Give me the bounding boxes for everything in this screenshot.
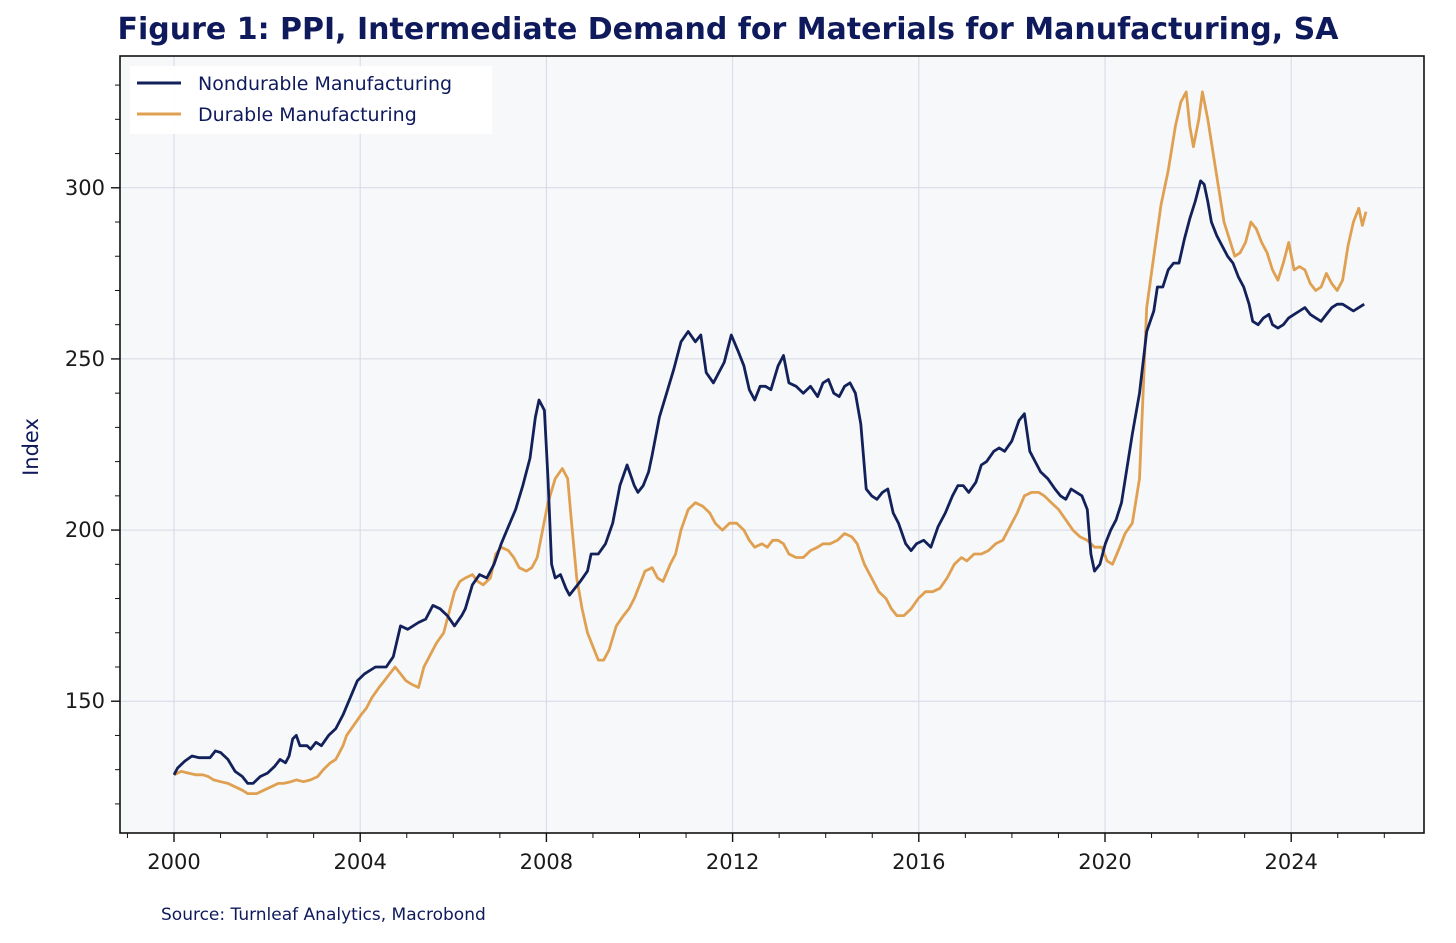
- x-tick-label: 2008: [520, 850, 573, 874]
- series-line-durable-manufacturing: [173, 90, 1368, 795]
- x-tick-label: 2004: [333, 850, 386, 874]
- y-axis-title: Index: [19, 418, 43, 476]
- axis-ticks: 2000 2004 2008 2012 2016 2020 2024 150 200 250 300: [65, 84, 1385, 874]
- y-tick-label: 200: [65, 518, 105, 542]
- y-tick-label: 250: [65, 347, 105, 371]
- legend-box: [130, 66, 492, 134]
- x-tick-label: 2020: [1078, 850, 1131, 874]
- plot-area: [120, 56, 1424, 833]
- x-tick-label: 2024: [1264, 850, 1317, 874]
- x-tick-label: 2000: [147, 850, 200, 874]
- chart-title: Figure 1: PPI, Intermediate Demand for M…: [117, 12, 1339, 47]
- series-line-nondurable-manufacturing: [172, 179, 1365, 785]
- x-tick-label: 2012: [706, 850, 759, 874]
- plot-frame: [119, 55, 1425, 834]
- y-tick-label: 300: [65, 176, 105, 200]
- source-note: Source: Turnleaf Analytics, Macrobond: [161, 905, 486, 925]
- legend: Nondurable Manufacturing Durable Manufact…: [130, 66, 492, 134]
- x-tick-label: 2016: [892, 850, 945, 874]
- legend-label: Nondurable Manufacturing: [198, 73, 452, 95]
- y-tick-label: 150: [65, 689, 105, 713]
- series-layer: [172, 90, 1368, 795]
- legend-label: Durable Manufacturing: [198, 104, 417, 126]
